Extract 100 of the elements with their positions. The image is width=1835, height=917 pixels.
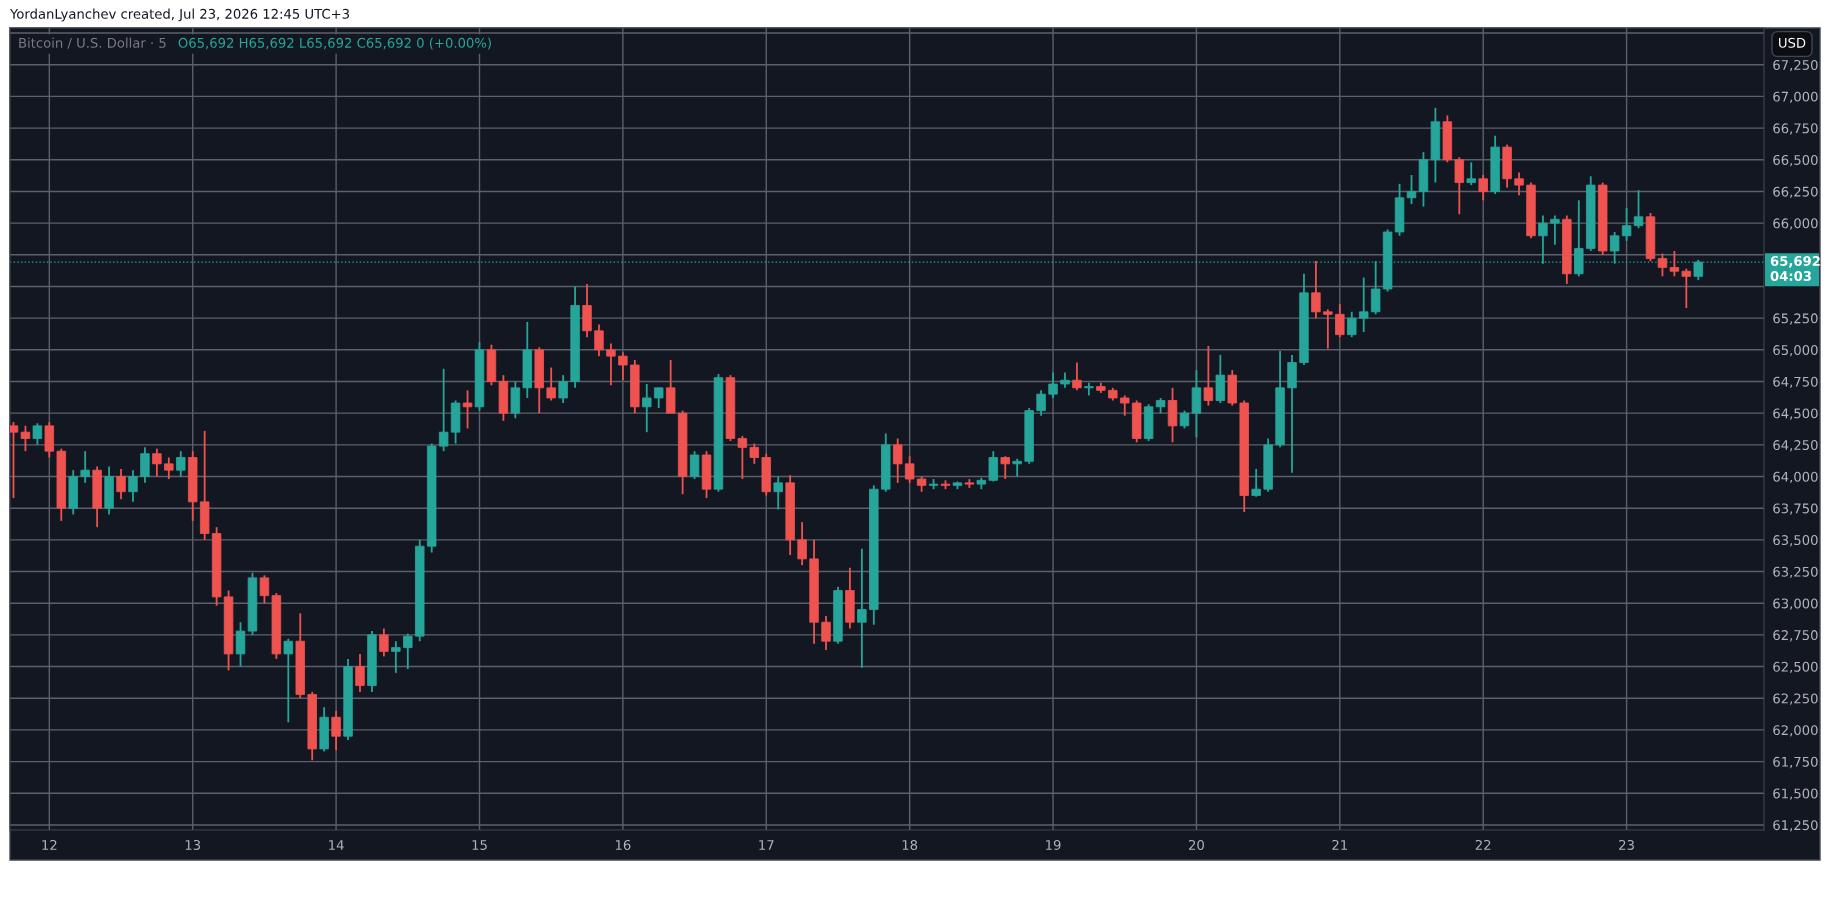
- candlestick: [654, 386, 664, 409]
- candlestick: [821, 614, 831, 651]
- candlestick: [176, 450, 186, 478]
- y-tick-label: 64,000: [1773, 471, 1818, 484]
- candlestick: [331, 709, 341, 752]
- candlestick: [594, 323, 604, 358]
- candlestick: [462, 389, 473, 430]
- y-tick-label: 62,500: [1773, 661, 1818, 674]
- y-tick-label: 63,000: [1773, 598, 1818, 610]
- candlestick: [1681, 267, 1692, 309]
- candlestick: [259, 574, 270, 605]
- candlestick: [32, 422, 43, 446]
- candlestick: [1621, 207, 1632, 242]
- candlestick: [689, 450, 700, 480]
- y-tick-label: 64,500: [1773, 408, 1818, 420]
- y-tick-label: 64,250: [1773, 440, 1818, 452]
- candlestick: [1323, 308, 1333, 350]
- candlestick: [1048, 371, 1058, 399]
- y-tick-label: 62,250: [1773, 693, 1818, 705]
- candlestick: [1251, 468, 1261, 498]
- candlestick: [1370, 260, 1381, 316]
- candlestick: [904, 455, 915, 484]
- y-tick-label: 62,000: [1773, 725, 1818, 737]
- candlestick: [116, 468, 126, 501]
- text: Bitcoin / U.S. Dollar · 5: [19, 37, 166, 49]
- y-tick-label: 66,000: [1773, 218, 1818, 230]
- candlestick: [558, 374, 568, 404]
- y-tick-label: 65,250: [1773, 313, 1818, 325]
- candlestick: [379, 627, 389, 658]
- candlestick: [892, 437, 903, 484]
- candlestick: [773, 475, 783, 511]
- candlestick: [1454, 156, 1465, 216]
- y-tick-label: 61,500: [1773, 788, 1818, 800]
- candlestick: [355, 652, 365, 693]
- x-tick-label: 17: [759, 840, 774, 850]
- candlestick: [1000, 455, 1010, 480]
- candlestick: [80, 450, 90, 484]
- candlestick: [391, 640, 401, 674]
- candlestick: [1335, 303, 1345, 339]
- y-tick-label: 65,000: [1773, 345, 1818, 357]
- y-tick-label: 66,750: [1773, 123, 1818, 135]
- candlestick: [737, 435, 748, 480]
- candlestick: [1072, 361, 1082, 392]
- candlestick: [988, 450, 999, 483]
- x-tick-label: 16: [615, 839, 631, 850]
- candlestick: [1120, 394, 1130, 417]
- y-tick-label: 66,250: [1773, 186, 1818, 198]
- x-tick-label: 22: [1475, 839, 1491, 850]
- y-axis-title: USD: [1779, 37, 1806, 48]
- y-tick-label: 67,000: [1773, 91, 1818, 103]
- candlestick: [438, 367, 449, 453]
- y-tick-label: 61,250: [1773, 820, 1818, 832]
- y-tick-label: 63,750: [1773, 503, 1818, 515]
- y-tick-label: 66,500: [1773, 154, 1818, 167]
- candlestick: [546, 366, 556, 402]
- candlestick: [1657, 252, 1668, 278]
- x-tick-label: 19: [1046, 839, 1061, 850]
- candlestick: [1478, 174, 1488, 202]
- candlestick: [1203, 345, 1214, 407]
- candlestick: [1406, 174, 1417, 206]
- candlestick: [1036, 389, 1046, 417]
- candlestick: [749, 442, 760, 465]
- candlestick: [20, 424, 31, 453]
- candlestick: [10, 421, 19, 499]
- text: YordanLyanchev created, Jul 23, 2026 12:45 UTC+3: [9, 8, 350, 22]
- x-tick-label: 13: [185, 839, 201, 850]
- candlestick: [164, 456, 174, 480]
- candlestick: [1609, 231, 1620, 265]
- y-tick-label: 64,750: [1773, 376, 1818, 389]
- candlestick: [403, 632, 413, 670]
- candlestick: [1311, 260, 1321, 320]
- candlestick: [283, 637, 294, 724]
- x-tick-label: 20: [1189, 839, 1204, 850]
- candlestick: [1012, 457, 1022, 478]
- candlestick: [1358, 276, 1369, 333]
- x-tick-label: 12: [42, 839, 57, 850]
- candlestick: [797, 521, 807, 567]
- candlestick: [1669, 250, 1680, 278]
- text: 04:03: [1770, 270, 1811, 281]
- candlestick: [642, 383, 652, 434]
- candlestick: [1633, 189, 1644, 230]
- x-tick-label: 21: [1332, 839, 1347, 850]
- y-tick-label: 62,750: [1773, 630, 1818, 642]
- y-tick-label: 61,750: [1773, 756, 1818, 769]
- x-tick-label: 23: [1619, 839, 1634, 850]
- candlestick: [140, 446, 150, 484]
- candlestick: [857, 547, 867, 669]
- y-tick-label: 63,500: [1773, 535, 1818, 547]
- candlestick: [235, 621, 246, 668]
- candlestick: [1550, 214, 1560, 246]
- candlestick: [128, 469, 138, 503]
- y-tick-label: 67,250: [1773, 59, 1818, 72]
- candlestick: [1347, 310, 1357, 339]
- y-tick-label: 63,250: [1773, 566, 1818, 579]
- ref-line-label: 65,692: [1770, 255, 1820, 268]
- candlestick: [618, 351, 628, 382]
- candlestick: [606, 342, 616, 387]
- x-tick-label: 18: [902, 839, 918, 850]
- x-tick-label: 14: [329, 840, 344, 850]
- candlestick: [1466, 161, 1476, 187]
